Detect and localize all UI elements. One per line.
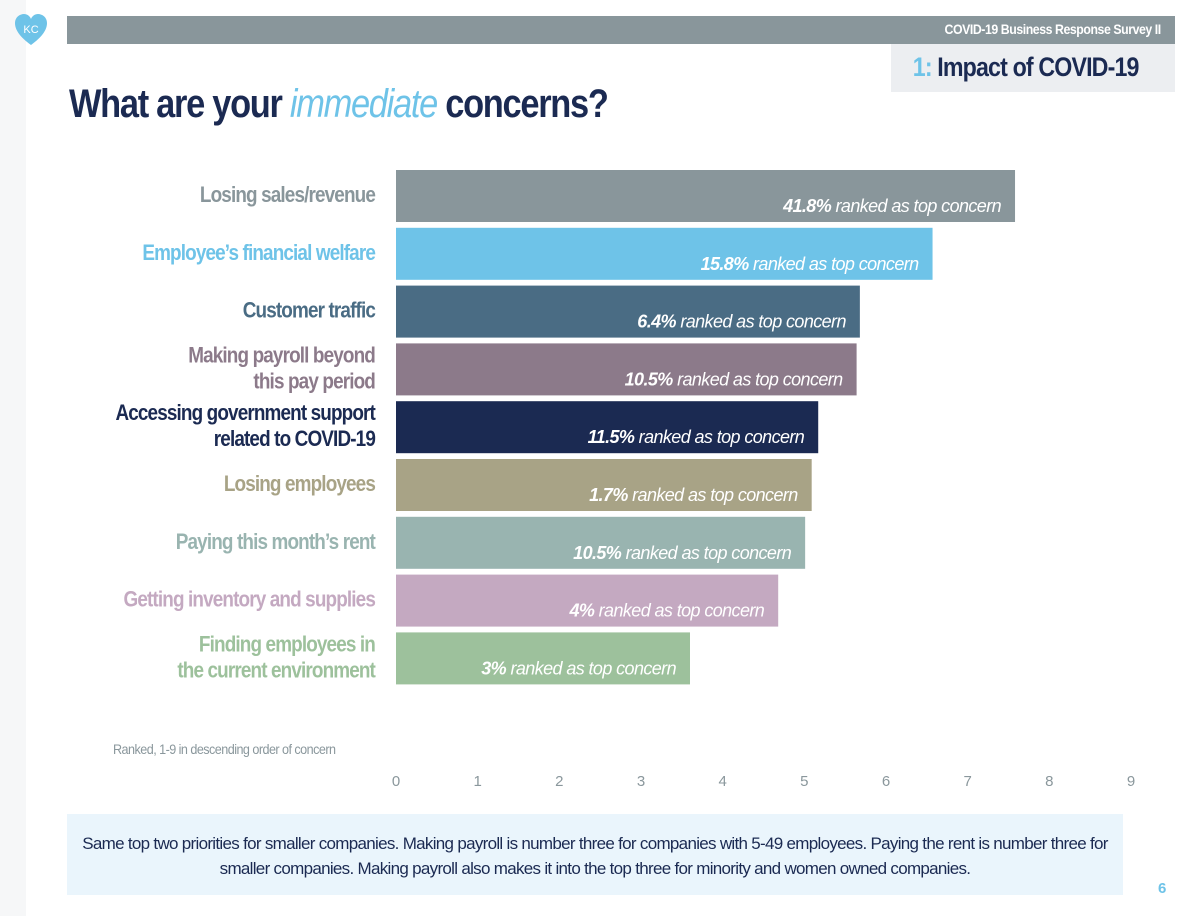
bar-group: 1.7% ranked as top concern Losing employe… <box>224 459 812 511</box>
bar-group: 4% ranked as top concern Getting inventor… <box>124 574 779 627</box>
category-label: Accessing government support related to C… <box>115 401 376 452</box>
page-title-emphasis: immediate <box>289 82 438 126</box>
bar-group: 41.8% ranked as top concern Losing sales/… <box>200 170 1016 222</box>
page-title-before: What are your <box>69 82 290 126</box>
x-tick-label: 8 <box>1045 773 1053 790</box>
bar <box>396 459 812 511</box>
page-number: 6 <box>1158 880 1167 897</box>
section-badge: 1: Impact of COVID-19 <box>891 44 1175 92</box>
bar <box>396 401 819 454</box>
data-label: 10.5% ranked as top concern <box>573 543 792 563</box>
bar-group: 6.4% ranked as top concern Customer traff… <box>243 285 860 338</box>
x-tick-label: 0 <box>392 773 400 790</box>
page-title-after: concerns? <box>436 82 609 126</box>
category-label: Paying this month’s rent <box>176 529 376 554</box>
category-label: Employee’s financial welfare <box>142 240 375 265</box>
page-margin-strip <box>0 0 26 916</box>
bar <box>396 227 933 280</box>
data-label: 3% ranked as top concern <box>481 658 676 678</box>
bar-group: 11.5% ranked as top concern Accessing gov… <box>115 401 819 454</box>
category-label: Losing employees <box>224 472 376 497</box>
bar-group: 10.5% ranked as top concern Paying this m… <box>176 516 806 569</box>
x-tick-label: 7 <box>963 773 971 790</box>
x-tick-label: 5 <box>800 773 808 790</box>
data-label: 15.8% ranked as top concern <box>701 254 920 274</box>
x-tick-label: 6 <box>882 773 890 790</box>
data-label: 10.5% ranked as top concern <box>625 369 844 389</box>
bar <box>396 343 857 396</box>
bar-group: 10.5% ranked as top concern Making payrol… <box>188 343 857 396</box>
category-label: Making payroll beyond this pay period <box>188 343 375 394</box>
bar <box>396 574 779 627</box>
bar <box>396 170 1016 222</box>
data-label: 4% ranked as top concern <box>568 601 764 621</box>
summary-callout: Same top two priorities for smaller comp… <box>67 814 1123 895</box>
category-label: Customer traffic <box>243 298 376 323</box>
category-label: Losing sales/revenue <box>200 183 376 208</box>
x-tick-label: 2 <box>555 773 563 790</box>
bar <box>396 632 690 685</box>
header-bar: COVID-19 Business Response Survey II <box>67 16 1175 44</box>
section-title: Impact of COVID-19 <box>937 52 1140 82</box>
x-tick-label: 4 <box>718 773 726 790</box>
data-label: 41.8% ranked as top concern <box>782 196 1002 216</box>
category-label: Getting inventory and supplies <box>124 587 376 612</box>
x-tick-label: 3 <box>637 773 645 790</box>
chart-note: Ranked, 1-9 in descending order of conce… <box>113 741 336 757</box>
page-title: What are your immediate concerns? <box>69 82 609 127</box>
bar-group: 3% ranked as top concern Finding employee… <box>177 632 690 685</box>
logo-text: KC <box>23 24 38 36</box>
data-label: 1.7% ranked as top concern <box>589 485 798 505</box>
x-tick-label: 9 <box>1127 773 1135 790</box>
section-heading: 1: Impact of COVID-19 <box>913 52 1140 83</box>
bar <box>396 285 860 338</box>
x-tick-label: 1 <box>473 773 481 790</box>
survey-title: COVID-19 Business Response Survey II <box>944 21 1162 37</box>
kc-heart-logo-icon: KC <box>15 14 47 45</box>
bar <box>396 516 806 569</box>
section-number: 1: <box>913 52 933 82</box>
category-label: Finding employees in the current environm… <box>177 632 376 683</box>
bar-group: 15.8% ranked as top concern Employee’s fi… <box>142 227 933 280</box>
data-label: 6.4% ranked as top concern <box>637 312 846 332</box>
summary-text: Same top two priorities for smaller comp… <box>82 834 1108 878</box>
data-label: 11.5% ranked as top concern <box>588 427 805 447</box>
